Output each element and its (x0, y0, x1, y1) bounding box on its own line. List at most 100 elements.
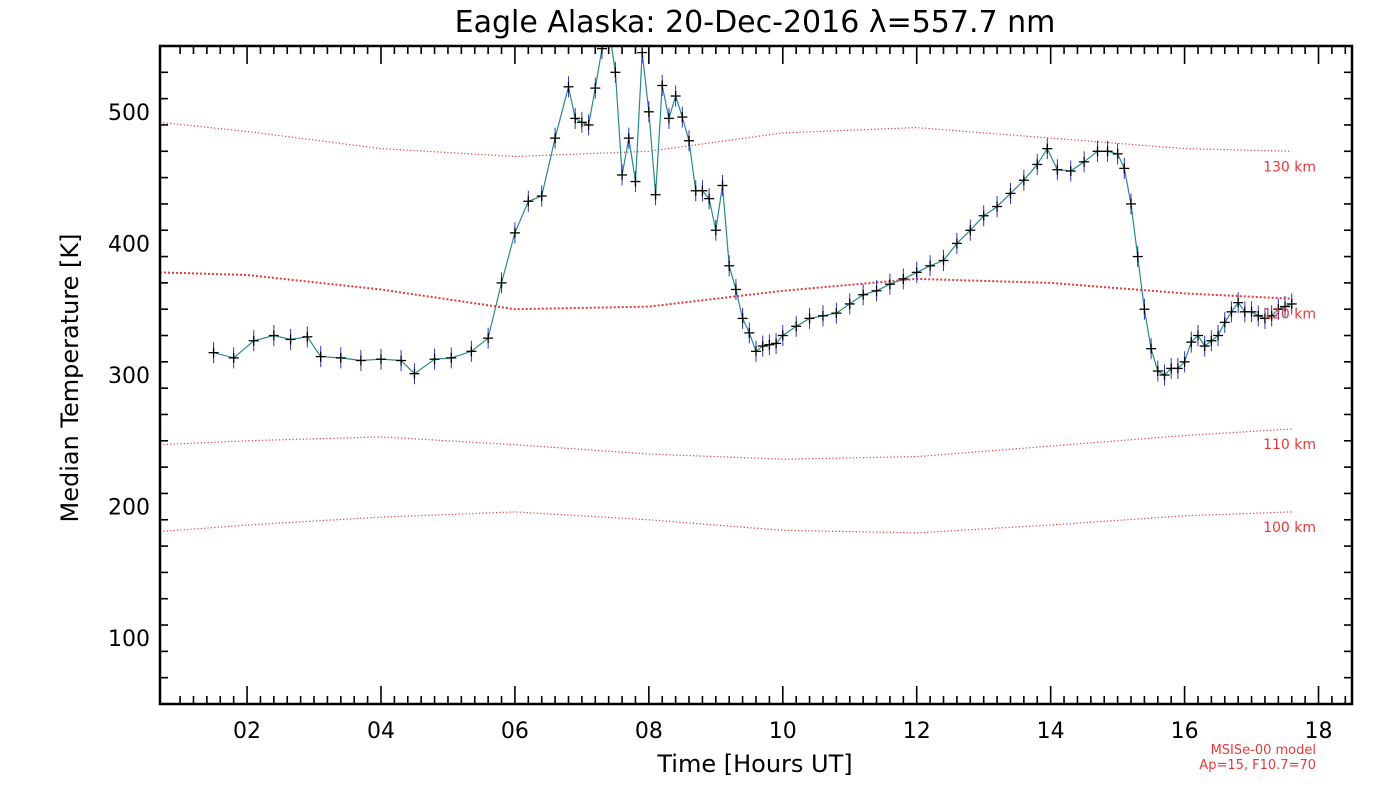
data-point (1032, 159, 1043, 170)
data-point (1259, 313, 1270, 324)
data-point (684, 135, 695, 146)
x-tick-label: 16 (1171, 719, 1199, 744)
data-point (1213, 330, 1224, 341)
model-curve-label-120-km: 120 km (1263, 307, 1316, 323)
data-point (1280, 301, 1291, 312)
data-point (1186, 337, 1197, 348)
data-point (650, 189, 661, 200)
model-curve-label-110-km: 110 km (1263, 437, 1316, 453)
plot-border (158, 44, 1354, 706)
y-axis-label: Median Temperature [K] (56, 233, 84, 522)
data-point (1246, 306, 1257, 317)
x-tick-label: 18 (1305, 719, 1333, 744)
data-point (898, 273, 909, 284)
data-point (992, 201, 1003, 212)
x-tick-label: 14 (1037, 719, 1065, 744)
data-point (1018, 175, 1029, 186)
data-point (951, 238, 962, 249)
data-point (804, 313, 815, 324)
data-point (583, 119, 594, 130)
data-point (466, 346, 477, 357)
data-point (871, 285, 882, 296)
data-point (610, 67, 621, 78)
data-point (285, 334, 296, 345)
data-point (1119, 163, 1130, 174)
chart-title: Eagle Alaska: 20-Dec-2016 λ=557.7 nm (455, 5, 1056, 40)
data-point (757, 341, 768, 352)
data-point (670, 91, 681, 102)
data-point (1179, 356, 1190, 367)
data-point (268, 330, 279, 341)
data-point (1052, 164, 1063, 175)
data-point (657, 80, 668, 91)
data-point (596, 46, 607, 54)
data-point (791, 321, 802, 332)
data-point (409, 368, 420, 379)
data-point (925, 260, 936, 271)
data-point (576, 117, 587, 128)
data-point (208, 347, 219, 358)
data-point (1253, 310, 1264, 321)
data-point (1092, 146, 1103, 157)
data-point (724, 260, 735, 271)
data-point (643, 106, 654, 117)
data-point (737, 313, 748, 324)
data-point (396, 355, 407, 366)
y-tick-label: 400 (108, 232, 150, 257)
model-note-line2: Ap=15, F10.7=70 (1199, 758, 1316, 773)
data-point (1199, 341, 1210, 352)
data-point (248, 335, 259, 346)
x-tick-label: 06 (501, 719, 529, 744)
y-tick-label: 500 (108, 101, 150, 126)
data-point (858, 289, 869, 300)
data-point (938, 255, 949, 266)
data-point (446, 352, 457, 363)
x-tick-label: 02 (233, 719, 261, 744)
data-point (496, 277, 507, 288)
data-point (1206, 335, 1217, 346)
x-axis: 02 04 06 08 10 12 14 16 18 (179, 46, 1347, 744)
data-point (1152, 366, 1163, 377)
plot-area (160, 46, 1297, 534)
data-point (1219, 317, 1230, 328)
data-point (817, 310, 828, 321)
data-point (630, 176, 641, 187)
x-tick-label: 04 (367, 719, 395, 744)
x-tick-label: 08 (635, 719, 663, 744)
y-tick-label: 300 (108, 364, 150, 389)
data-point (637, 47, 648, 58)
data-point (623, 133, 634, 144)
data-point (1146, 343, 1157, 354)
data-point (1102, 146, 1113, 157)
model-curve-130-km (160, 121, 1292, 158)
data-point (1132, 251, 1143, 262)
data-point (1042, 143, 1053, 154)
data-point (315, 351, 326, 362)
data-point (697, 185, 708, 196)
data-point (884, 279, 895, 290)
data-point (523, 196, 534, 207)
data-point (771, 338, 782, 349)
data-point (429, 354, 440, 365)
data-point (1159, 370, 1170, 380)
data-point (228, 352, 239, 363)
data-point (536, 191, 547, 202)
data-point (751, 346, 761, 357)
data-point (302, 331, 313, 342)
data-point (777, 330, 788, 341)
model-note-line1: MSISe-00 model (1211, 743, 1316, 758)
data-point (730, 284, 741, 295)
x-tick-label: 10 (769, 719, 797, 744)
data-point (677, 112, 688, 123)
model-curve-label-130-km: 130 km (1263, 159, 1316, 175)
data-point (1273, 304, 1284, 315)
data-point (704, 193, 715, 204)
data-point (617, 169, 628, 180)
data-point (1126, 198, 1137, 209)
data-point (1192, 330, 1203, 341)
y-axis: 100 200 300 400 500 (108, 45, 1352, 705)
data-point (1266, 310, 1277, 321)
x-tick-label: 12 (903, 719, 931, 744)
data-point (375, 354, 386, 365)
